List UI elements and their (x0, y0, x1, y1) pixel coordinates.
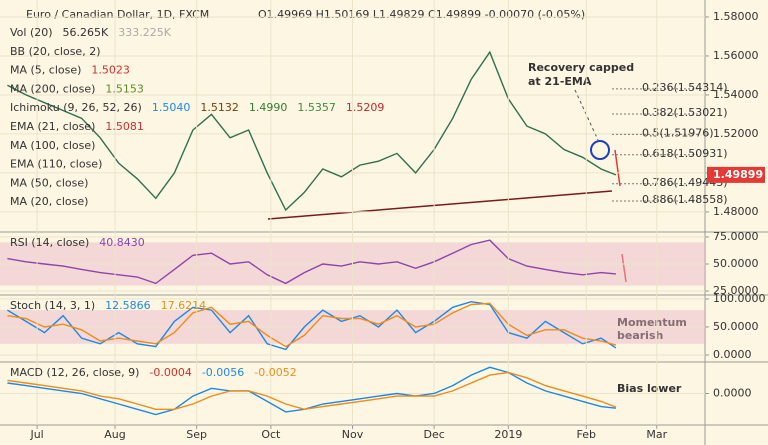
fib-label: 0.618(1.50931) (642, 147, 728, 160)
x-tick-label: Dec (423, 428, 444, 441)
indicator-legend: Stoch (14, 3, 1) 12.5866 17.6214 (10, 299, 206, 312)
y-tick-label: 1.56000 (713, 49, 759, 62)
y-tick-label: 100.0000 (713, 292, 766, 305)
indicator-legend: EMA (21, close) 1.5081 (10, 120, 144, 133)
indicator-legend: BB (20, close, 2) (10, 45, 101, 58)
y-tick-label: 0.0000 (713, 348, 752, 361)
indicator-legend: MA (200, close) 1.5153 (10, 82, 144, 95)
indicator-value: -0.0056 (202, 366, 244, 379)
down-arrow (621, 253, 627, 283)
series-line (7, 366, 616, 416)
annotation: Recovery capped (528, 61, 634, 74)
price-axis (705, 0, 768, 445)
fib-label: 0.5(1.51976) (642, 126, 714, 139)
indicator-legend: MA (100, close) (10, 139, 95, 152)
indicator-label: MA (200, close) (10, 82, 95, 95)
indicator-label: MA (50, close) (10, 176, 88, 189)
x-tick-label: 2019 (494, 428, 522, 441)
indicator-value: 333.225K (118, 26, 171, 39)
indicator-value: 1.5209 (346, 101, 385, 114)
indicator-label: MA (20, close) (10, 195, 88, 208)
y-tick-label: 1.48000 (713, 205, 759, 218)
x-tick-label: Nov (342, 428, 364, 441)
y-tick-label: 0.0000 (713, 387, 752, 400)
trendline (267, 190, 613, 220)
fib-label: 0.236(1.54314) (642, 81, 728, 94)
x-tick-label: Jul (29, 428, 43, 441)
annotation: bearish (617, 329, 663, 342)
fib-label: 0.786(1.49443) (642, 176, 728, 189)
indicator-label: BB (20, close, 2) (10, 45, 101, 58)
ohlc: O1.49969 H1.50169 L1.49829 C1.49899 -0.0… (258, 8, 585, 21)
indicator-label: EMA (21, close) (10, 120, 95, 133)
indicator-legend: MA (5, close) 1.5023 (10, 64, 130, 77)
annotation: Bias lower (617, 382, 682, 395)
indicator-label: MA (5, close) (10, 64, 81, 77)
indicator-legend: MA (20, close) (10, 195, 88, 208)
symbol: Euro / Canadian Dollar, 1D, FXCM (26, 8, 209, 21)
indicator-label: MACD (12, 26, close, 9) (10, 366, 139, 379)
indicator-legend: Vol (20) 56.265K 333.225K (10, 26, 172, 39)
y-tick-label: 1.54000 (713, 88, 759, 101)
indicator-value: 17.6214 (161, 299, 207, 312)
indicator-value: -0.0052 (254, 366, 296, 379)
indicator-legend: Ichimoku (9, 26, 52, 26) 1.5040 1.5132 1.49… (10, 101, 384, 114)
indicator-label: Vol (20) (10, 26, 53, 39)
y-tick-label: 75.0000 (713, 230, 759, 243)
x-tick-label: Feb (577, 428, 596, 441)
series-line (7, 239, 616, 285)
indicator-label: Ichimoku (9, 26, 52, 26) (10, 101, 142, 114)
indicator-value: 1.5357 (297, 101, 336, 114)
indicator-value: 1.5132 (200, 101, 239, 114)
highlight-circle (590, 140, 610, 160)
indicator-legend: RSI (14, close) 40.8430 (10, 236, 145, 249)
fib-label: 0.382(1.53021) (642, 106, 728, 119)
y-tick-label: 25.0000 (713, 284, 759, 297)
indicator-legend: EMA (110, close) (10, 158, 102, 171)
x-tick-label: Sep (186, 428, 207, 441)
fib-label: 0.886(1.48558) (642, 193, 728, 206)
indicator-value: 40.8430 (99, 236, 145, 249)
indicator-label: EMA (110, close) (10, 158, 102, 171)
y-tick-label: 50.0000 (713, 257, 759, 270)
down-arrow (614, 149, 621, 187)
last-price-badge (707, 166, 765, 183)
x-tick-label: Aug (104, 428, 125, 441)
series-line (7, 371, 617, 411)
indicator-value: 1.5023 (91, 64, 130, 77)
indicator-value: 1.5081 (105, 120, 144, 133)
series-line (7, 50, 617, 212)
y-tick-label: 50.0000 (713, 320, 759, 333)
indicator-legend: MA (50, close) (10, 176, 88, 189)
y-tick-label: 1.52000 (713, 127, 759, 140)
last-price-label: 1.49899 (713, 168, 763, 181)
indicator-value: -0.0004 (149, 366, 191, 379)
indicator-value: 1.5040 (152, 101, 191, 114)
indicator-value: 12.5866 (105, 299, 151, 312)
indicator-value: 1.5153 (105, 82, 144, 95)
indicator-label: RSI (14, close) (10, 236, 89, 249)
series-line (7, 300, 617, 351)
indicator-legend: MACD (12, 26, close, 9) -0.0004 -0.0056 -0.… (10, 366, 297, 379)
y-tick-label: 1.58000 (713, 10, 759, 23)
indicator-value: 1.4990 (249, 101, 288, 114)
series-line (7, 302, 617, 348)
annotation: at 21-EMA (528, 75, 592, 88)
annotation: Momentum (617, 316, 687, 329)
x-tick-label: Oct (261, 428, 281, 441)
indicator-label: Stoch (14, 3, 1) (10, 299, 95, 312)
x-tick-label: Mar (646, 428, 667, 441)
indicator-value: 56.265K (63, 26, 109, 39)
indicator-label: MA (100, close) (10, 139, 95, 152)
